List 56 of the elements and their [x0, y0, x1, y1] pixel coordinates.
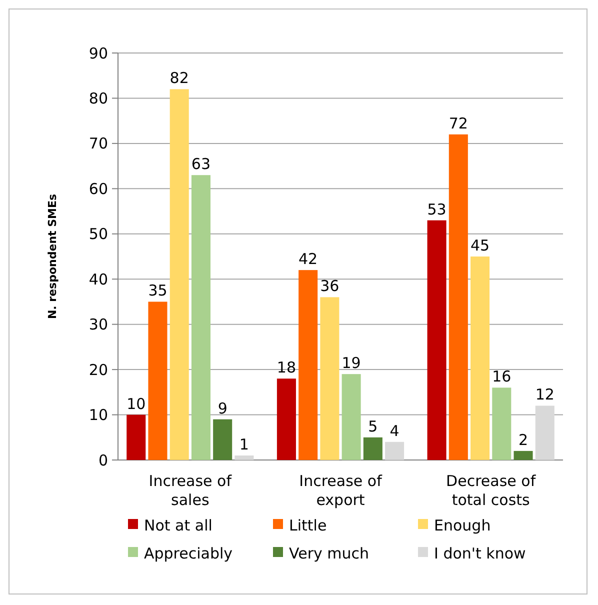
bar: [385, 442, 404, 460]
bar: [514, 450, 533, 460]
bar: [448, 134, 468, 460]
y-tick-label: 20: [88, 360, 108, 379]
y-tick-label: 50: [88, 225, 108, 244]
data-label: 5: [368, 417, 378, 436]
data-label: 18: [276, 358, 296, 377]
y-axis-title: N. respondent SMEs: [46, 194, 59, 320]
x-tick-label: Increase of export: [299, 472, 383, 509]
data-label: 16: [492, 368, 512, 386]
bar: [363, 437, 382, 460]
bar: [234, 455, 254, 460]
bar: [191, 175, 210, 460]
bar: [492, 388, 512, 460]
legend-label: I don't know: [434, 544, 526, 562]
bar: [298, 270, 318, 460]
bar: [470, 256, 490, 460]
data-label: 12: [535, 386, 554, 404]
x-tick-label: Increase of sales: [148, 472, 232, 509]
legend-label: Appreciably: [144, 544, 233, 562]
data-label: 10: [126, 394, 146, 413]
bar: [320, 297, 340, 460]
data-label: 42: [298, 250, 318, 268]
legend-label: Very much: [289, 544, 370, 562]
legend-label: Not at all: [144, 516, 212, 534]
legend-label: Little: [289, 516, 327, 534]
data-label: 4: [390, 422, 400, 440]
data-label: 19: [342, 354, 361, 372]
y-tick-label: 80: [88, 89, 108, 108]
x-tick-label: Decrease of total costs: [446, 472, 536, 509]
legend-label: Enough: [434, 516, 491, 534]
y-tick-label: 70: [88, 134, 108, 153]
y-tick-label: 90: [88, 44, 108, 62]
y-tick-label: 40: [88, 270, 108, 288]
bar: [213, 419, 232, 460]
bar: [170, 89, 189, 460]
data-label: 63: [191, 155, 211, 174]
bar: [427, 220, 446, 460]
y-tick-label: 10: [88, 406, 108, 424]
data-label: 1: [239, 435, 249, 454]
bar: [342, 374, 361, 460]
data-label: 9: [218, 399, 228, 418]
data-label: 35: [148, 282, 168, 300]
data-label: 72: [448, 114, 468, 132]
data-label: 45: [470, 236, 490, 254]
data-label: 82: [170, 69, 189, 88]
bar: [126, 414, 146, 460]
bar: [535, 406, 554, 460]
y-tick-label: 30: [88, 316, 108, 334]
data-label: 36: [320, 277, 340, 296]
data-label: 53: [427, 200, 446, 218]
y-tick-label: 60: [88, 180, 108, 198]
bar: [148, 302, 168, 460]
bar: [276, 378, 296, 460]
y-tick-label: 0: [98, 451, 108, 470]
data-label: 2: [518, 430, 528, 449]
